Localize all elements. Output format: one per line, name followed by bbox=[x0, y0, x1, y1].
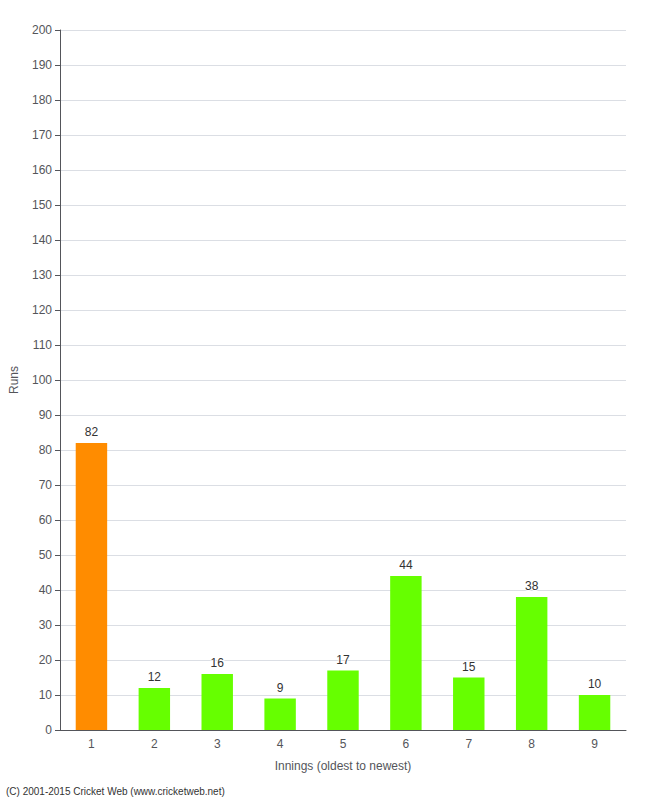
svg-text:6: 6 bbox=[403, 737, 410, 751]
svg-text:(C) 2001-2015 Cricket Web (www: (C) 2001-2015 Cricket Web (www.cricketwe… bbox=[6, 786, 225, 797]
svg-text:82: 82 bbox=[85, 425, 99, 439]
svg-text:0: 0 bbox=[45, 723, 52, 737]
svg-text:50: 50 bbox=[39, 548, 53, 562]
svg-text:30: 30 bbox=[39, 618, 53, 632]
svg-text:Innings (oldest to newest): Innings (oldest to newest) bbox=[275, 759, 412, 773]
svg-text:10: 10 bbox=[39, 688, 53, 702]
svg-text:180: 180 bbox=[32, 93, 52, 107]
svg-text:200: 200 bbox=[32, 23, 52, 37]
svg-text:10: 10 bbox=[588, 677, 602, 691]
svg-text:44: 44 bbox=[399, 558, 413, 572]
svg-text:1: 1 bbox=[88, 737, 95, 751]
svg-text:40: 40 bbox=[39, 583, 53, 597]
svg-text:130: 130 bbox=[32, 268, 52, 282]
svg-text:8: 8 bbox=[528, 737, 535, 751]
svg-text:100: 100 bbox=[32, 373, 52, 387]
svg-text:38: 38 bbox=[525, 579, 539, 593]
svg-text:17: 17 bbox=[336, 653, 350, 667]
svg-text:110: 110 bbox=[33, 338, 52, 352]
svg-text:2: 2 bbox=[151, 737, 158, 751]
svg-text:160: 160 bbox=[32, 163, 52, 177]
svg-text:9: 9 bbox=[277, 681, 284, 695]
svg-text:9: 9 bbox=[591, 737, 598, 751]
svg-text:170: 170 bbox=[32, 128, 52, 142]
svg-text:7: 7 bbox=[465, 737, 472, 751]
svg-text:16: 16 bbox=[211, 656, 225, 670]
svg-text:120: 120 bbox=[32, 303, 52, 317]
svg-text:5: 5 bbox=[340, 737, 347, 751]
svg-text:70: 70 bbox=[39, 478, 53, 492]
svg-text:190: 190 bbox=[32, 58, 52, 72]
svg-text:150: 150 bbox=[32, 198, 52, 212]
svg-text:20: 20 bbox=[39, 653, 53, 667]
svg-text:4: 4 bbox=[277, 737, 284, 751]
svg-text:12: 12 bbox=[148, 670, 162, 684]
svg-text:80: 80 bbox=[39, 443, 53, 457]
svg-text:3: 3 bbox=[214, 737, 221, 751]
svg-text:Runs: Runs bbox=[7, 366, 21, 394]
svg-text:60: 60 bbox=[39, 513, 53, 527]
svg-text:15: 15 bbox=[462, 660, 476, 674]
svg-text:90: 90 bbox=[39, 408, 53, 422]
svg-text:140: 140 bbox=[32, 233, 52, 247]
